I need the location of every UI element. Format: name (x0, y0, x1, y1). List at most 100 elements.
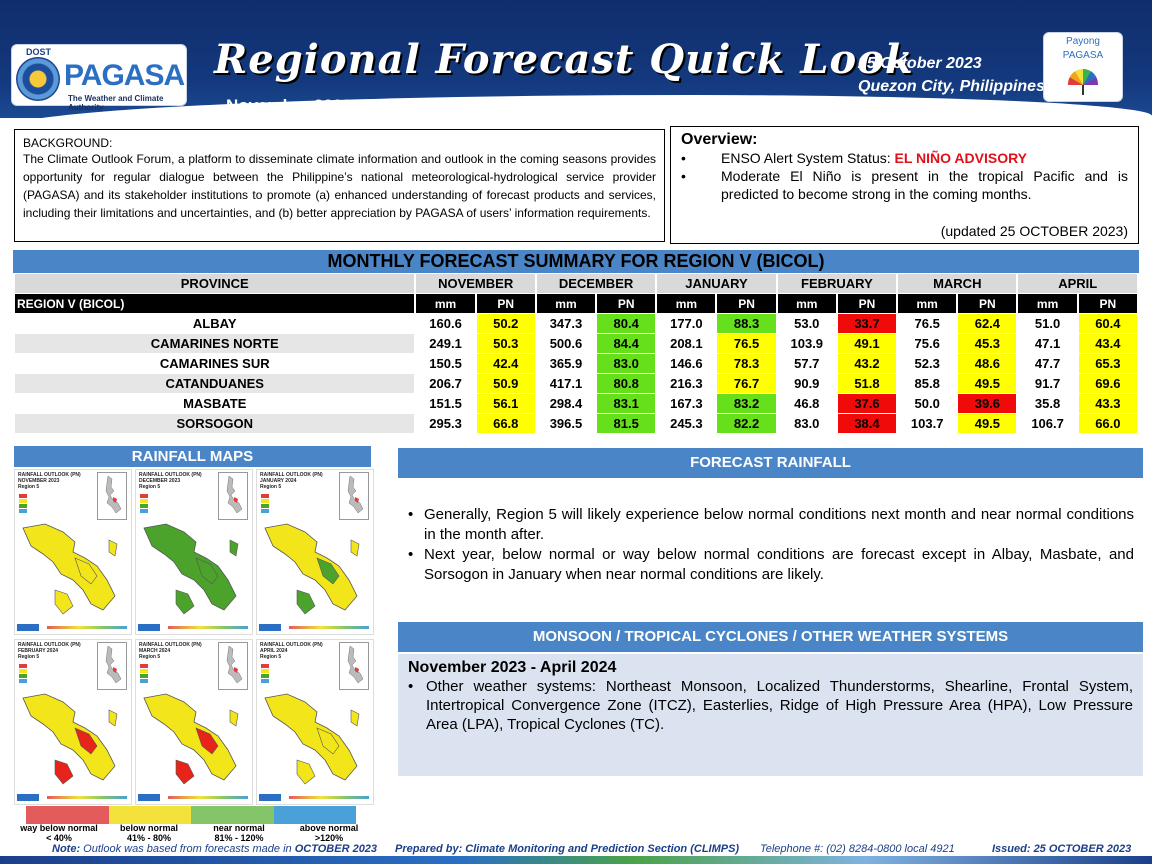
percent-normal-cell: 43.3 (1078, 394, 1137, 413)
percent-normal-cell: 60.4 (1078, 314, 1137, 333)
legend-label: way below normal < 40% (14, 823, 104, 843)
rainfall-map: RAINFALL OUTLOOK (PN) DECEMBER 2023 Regi… (135, 469, 253, 635)
rainfall-mm-cell: 51.0 (1034, 316, 1061, 331)
rainfall-mm-cell: 46.8 (794, 396, 820, 411)
sub-header-row: REGION V (BICOL) mm PN mm PN mm PN mm PN mm PN mm P… (15, 294, 1137, 313)
rainfall-mm-cell: 85.8 (914, 376, 940, 391)
percent-normal-cell: 39.6 (958, 394, 1017, 413)
rainfall-mm-cell: 396.5 (549, 416, 583, 431)
rainfall-mm-cell: 50.0 (914, 396, 940, 411)
rainfall-mm-cell: 53.0 (794, 316, 820, 331)
overview-title: Overview: (681, 131, 758, 148)
forecast-period: November 2023 – April 2024 (226, 96, 452, 115)
mm-header: mm (536, 294, 596, 313)
month-header: FEBRUARY (777, 274, 897, 293)
legend-category: near normal (213, 823, 265, 833)
rainfall-mm-cell: 90.9 (794, 376, 820, 391)
pn-header: PN (837, 294, 897, 313)
mm-header: mm (898, 294, 957, 313)
page-title: Regional Forecast Quick Look (214, 36, 914, 83)
monsoon-list: Other weather systems: Northeast Monsoon… (408, 677, 1133, 734)
footer-note-month: OCTOBER 2023 (294, 843, 378, 855)
footer-prepared: Prepared by: Climate Monitoring and Pred… (395, 843, 740, 855)
dost-label: DOST (26, 47, 52, 57)
issue-date: 25 October 2023 (858, 55, 982, 72)
province-name: ALBAY (15, 314, 415, 333)
monsoon-title: MONSOON / TROPICAL CYCLONES / OTHER WEAT… (398, 622, 1143, 652)
map-caption: RAINFALL OUTLOOK (PN) FEBRUARY 2024 Regi… (18, 642, 81, 660)
month-header: DECEMBER (536, 274, 656, 293)
rainfall-mm-cell: 57.7 (794, 356, 820, 371)
percent-normal-cell: 38.4 (837, 414, 897, 433)
rainfall-mm-cell: 75.6 (914, 336, 940, 351)
forecast-rainfall-list: Generally, Region 5 will likely experien… (408, 505, 1134, 585)
rainfall-mm-cell: 91.7 (1034, 376, 1061, 391)
table-row: CAMARINES SUR 150.5 42.4 365.9 83.0 146.6 78.3… (15, 354, 1137, 373)
overview-updated: (updated 25 OCTOBER 2023) (940, 223, 1128, 239)
rainfall-map: RAINFALL OUTLOOK (PN) APRIL 2024 Region … (256, 639, 374, 805)
percent-normal-cell: 76.7 (717, 374, 776, 393)
map-footer-logos (259, 622, 371, 632)
month-header: JANUARY (657, 274, 776, 293)
month-header-row: PROVINCE NOVEMBER DECEMBER JANUARY FEBRUARY… (15, 274, 1137, 293)
background-text: The Climate Outlook Forum, a platform to… (23, 152, 656, 220)
rainfall-mm-cell: 298.4 (549, 396, 583, 411)
percent-normal-cell: 76.5 (717, 334, 776, 353)
page-header: DOST PAGASA The Weather and Climate Auth… (0, 0, 1152, 130)
map-legend (19, 664, 41, 688)
overview-box: Overview: ENSO Alert System Status: EL N… (670, 126, 1139, 244)
table-row: MASBATE 151.5 56.1 298.4 83.1 167.3 83.2 46.8 37… (15, 394, 1137, 413)
rainfall-mm-cell: 177.0 (670, 316, 703, 331)
mm-header: mm (416, 294, 475, 313)
overview-list: ENSO Alert System Status: EL NIÑO ADVISO… (681, 149, 1128, 203)
rainfall-mm-cell: 417.1 (549, 376, 583, 391)
rainfall-mm-cell: 167.3 (670, 396, 703, 411)
philippines-inset-map (339, 472, 369, 520)
percent-normal-cell: 83.1 (597, 394, 656, 413)
percent-normal-cell: 80.4 (597, 314, 656, 333)
bicol-region-map (143, 523, 239, 615)
pagasa-logo: DOST PAGASA The Weather and Climate Auth… (11, 44, 187, 112)
province-name: CAMARINES SUR (15, 354, 415, 373)
rainfall-mm-cell: 151.5 (429, 396, 462, 411)
rainfall-mm-cell: 76.5 (914, 316, 940, 331)
legend-category: above normal (299, 823, 359, 833)
payong-line1: Payong (1066, 36, 1100, 47)
rainfall-mm-cell: 150.5 (429, 356, 462, 371)
legend-swatch (273, 806, 356, 824)
pn-header: PN (1078, 294, 1137, 313)
enso-label: ENSO Alert System Status: (721, 150, 895, 166)
monsoon-box: November 2023 - April 2024 Other weather… (398, 654, 1143, 776)
percent-normal-cell: 45.3 (958, 334, 1017, 353)
rainfall-map: RAINFALL OUTLOOK (PN) NOVEMBER 2023 Regi… (14, 469, 132, 635)
month-header: NOVEMBER (416, 274, 535, 293)
map-footer-logos (17, 792, 129, 802)
footer-note-label: Note: (52, 843, 81, 855)
mm-header: mm (1018, 294, 1077, 313)
rainfall-mm-cell: 206.7 (429, 376, 462, 391)
rainfall-mm-cell: 146.6 (670, 356, 703, 371)
legend-swatch (26, 806, 109, 824)
mm-header: mm (777, 294, 836, 313)
rainfall-mm-cell: 208.1 (670, 336, 703, 351)
rainfall-mm-cell: 295.3 (429, 416, 462, 431)
legend-range: < 40% (46, 833, 72, 843)
percent-normal-cell: 78.3 (717, 354, 776, 373)
rainfall-map: RAINFALL OUTLOOK (PN) MARCH 2024 Region … (135, 639, 253, 805)
legend-category: below normal (119, 823, 178, 833)
table-row: SORSOGON 295.3 66.8 396.5 81.5 245.3 82.2 83.0 3… (15, 414, 1137, 433)
mm-header: mm (657, 294, 716, 313)
rainfall-mm-cell: 47.1 (1034, 336, 1061, 351)
agency-tagline: The Weather and Climate Authority (68, 94, 164, 112)
map-caption: RAINFALL OUTLOOK (PN) DECEMBER 2023 Regi… (139, 472, 202, 490)
bicol-region-map (22, 523, 118, 615)
philippines-inset-map (97, 472, 127, 520)
percent-normal-cell: 56.1 (476, 394, 535, 413)
province-name: CATANDUANES (15, 374, 415, 393)
map-footer-logos (17, 622, 129, 632)
philippines-inset-map (218, 472, 248, 520)
rainfall-mm-cell: 216.3 (670, 376, 703, 391)
philippines-inset-map (97, 642, 127, 690)
region-label: REGION V (BICOL) (15, 294, 415, 313)
percent-normal-cell: 43.4 (1078, 334, 1137, 353)
